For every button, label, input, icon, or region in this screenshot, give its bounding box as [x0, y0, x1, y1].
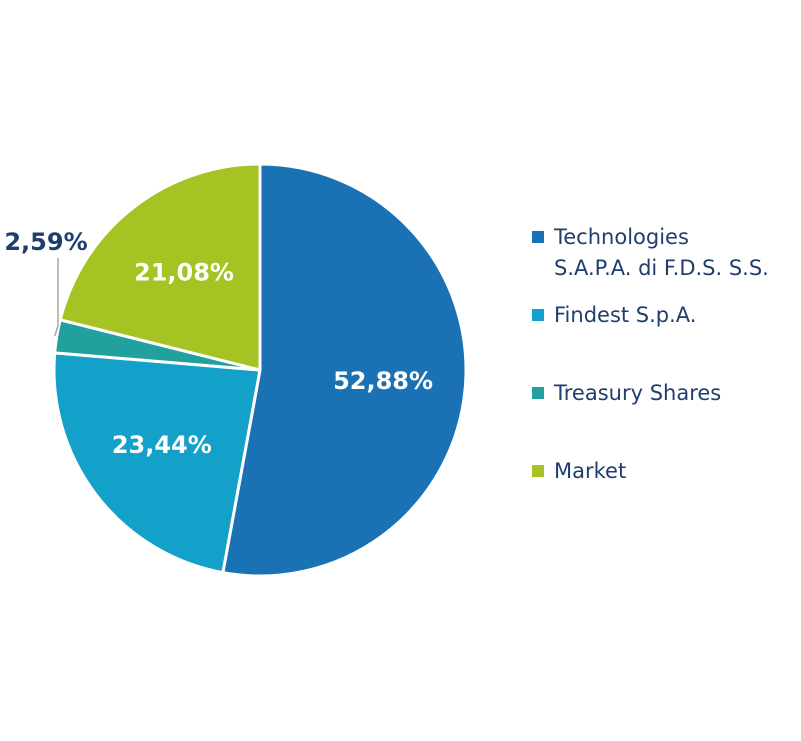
legend-item-technologies: Technologies S.A.P.A. di F.D.S. S.S. — [532, 222, 792, 284]
legend: Technologies S.A.P.A. di F.D.S. S.S. Fin… — [532, 222, 792, 487]
legend-swatch-technologies — [532, 231, 544, 243]
legend-label-technologies-line1: Technologies — [554, 225, 689, 249]
legend-label-market: Market — [554, 459, 627, 483]
legend-swatch-treasury-shares — [532, 387, 544, 399]
legend-item-findest: Findest S.p.A. — [532, 300, 792, 331]
leader-line-treasury-shares — [54, 258, 59, 337]
legend-swatch-market — [532, 465, 544, 477]
legend-item-treasury-shares: Treasury Shares — [532, 378, 792, 409]
legend-label-technologies-line2: S.A.P.A. di F.D.S. S.S. — [554, 256, 769, 280]
pie-label-findest: 23,44% — [112, 431, 212, 459]
pie-slice-findest — [52, 351, 262, 575]
legend-swatch-findest — [532, 309, 544, 321]
pie-slice-market — [58, 162, 262, 372]
pie-label-treasury-shares: 2,59% — [4, 228, 87, 256]
legend-item-market: Market — [532, 456, 792, 487]
pie-slice-technologies — [221, 162, 468, 578]
pie-label-technologies: 52,88% — [333, 367, 433, 395]
pie-label-market: 21,08% — [134, 259, 234, 287]
legend-label-treasury-shares: Treasury Shares — [554, 381, 722, 405]
legend-label-findest: Findest S.p.A. — [554, 303, 697, 327]
